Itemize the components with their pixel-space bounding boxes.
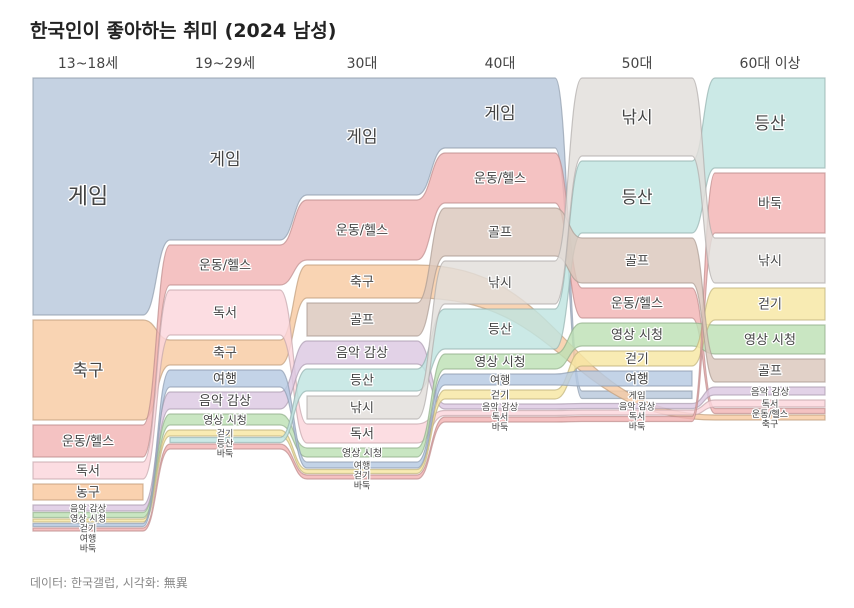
band-label: 여행 — [490, 374, 510, 387]
band-label: 음악 감상 — [482, 401, 518, 413]
column-header: 50대 — [622, 56, 653, 72]
band-label: 여행 — [80, 533, 97, 545]
flow-band — [32, 77, 693, 400]
flow-band — [306, 207, 826, 383]
band-label: 음악 감상 — [199, 394, 251, 409]
band-label: 바둑 — [492, 422, 509, 433]
band-label: 게임 — [209, 150, 240, 170]
band-label: 운동/헬스 — [336, 224, 388, 239]
column-header: 40대 — [485, 56, 516, 72]
band-label: 여행 — [354, 460, 371, 472]
band-label: 운동/헬스 — [611, 297, 663, 312]
band-label: 축구 — [72, 361, 103, 381]
chart-title: 한국인이 좋아하는 취미 (2024 남성) — [30, 20, 337, 42]
band-label: 골프 — [758, 364, 782, 379]
band-label: 독서 — [492, 412, 509, 423]
band-label: 여행 — [625, 371, 648, 387]
band-label: 독서 — [350, 427, 374, 442]
band-label: 게임 — [68, 185, 108, 210]
band-label: 영상 시청 — [744, 333, 796, 348]
band-label: 음악 감상 — [70, 503, 106, 515]
band-label: 낚시 — [488, 276, 512, 291]
band-label: 걷기 — [491, 390, 510, 402]
column-header: 30대 — [347, 56, 378, 72]
band-label: 걷기 — [217, 428, 234, 440]
band-label: 농구 — [76, 486, 100, 501]
band-label: 바둑 — [758, 197, 782, 212]
band-label: 걷기 — [354, 470, 371, 482]
band-label: 등산 — [754, 114, 786, 134]
source-caption: 데이터: 한국갤럽, 시각화: 無異 — [30, 576, 188, 590]
band-label: 골프 — [625, 254, 649, 269]
band-label: 축구 — [213, 346, 237, 361]
band-label: 음악 감상 — [336, 346, 388, 361]
band-label: 운동/헬스 — [752, 409, 788, 420]
band-label: 바둑 — [354, 481, 371, 492]
flow-band — [306, 77, 826, 420]
band-label: 운동/헬스 — [62, 435, 114, 450]
band-label: 영상 시청 — [70, 514, 106, 525]
band-label: 운동/헬스 — [474, 172, 526, 187]
band-label: 영상 시청 — [475, 355, 526, 370]
flow-band — [32, 287, 826, 523]
band-label: 독서 — [629, 412, 646, 423]
band-label: 영상 시청 — [611, 328, 663, 343]
band-label: 걷기 — [625, 352, 648, 367]
flow-band — [32, 369, 693, 528]
band-label: 등산 — [217, 439, 234, 450]
column-header: 60대 이상 — [740, 56, 801, 72]
band-label: 골프 — [350, 313, 374, 328]
column-header: 19~29세 — [195, 56, 255, 72]
band-label: 독서 — [76, 464, 100, 479]
band-label: 등산 — [621, 188, 653, 208]
band-label: 걷기 — [758, 298, 782, 313]
column-header: 13~18세 — [58, 56, 118, 72]
band-label: 낚시 — [350, 401, 374, 416]
band-label: 게임 — [346, 128, 377, 148]
band-label: 낚시 — [758, 254, 782, 269]
band-label: 독서 — [762, 399, 779, 410]
band-label: 걷기 — [80, 523, 97, 535]
band-label: 축구 — [350, 275, 374, 290]
flow-band — [32, 289, 826, 480]
band-label: 여행 — [213, 371, 237, 387]
band-label: 영상 시청 — [203, 414, 247, 427]
band-label: 골프 — [488, 226, 512, 241]
band-label: 운동/헬스 — [199, 259, 251, 274]
band-label: 영상 시청 — [342, 448, 382, 460]
band-label: 바둑 — [80, 544, 97, 555]
band-label: 등산 — [488, 323, 512, 338]
band-label: 바둑 — [217, 449, 234, 460]
band-label: 낚시 — [621, 108, 652, 128]
flow-band — [32, 152, 826, 458]
band-label: 게임 — [628, 389, 645, 401]
band-label: 바둑 — [629, 422, 646, 433]
band-label: 게임 — [484, 104, 515, 124]
band-label: 독서 — [213, 306, 237, 321]
flow-band — [32, 483, 144, 501]
band-label: 축구 — [762, 419, 779, 430]
band-label: 등산 — [350, 374, 374, 389]
band-label: 음악 감상 — [751, 386, 790, 398]
band-label: 음악 감상 — [619, 401, 655, 413]
flow-band — [32, 172, 826, 532]
